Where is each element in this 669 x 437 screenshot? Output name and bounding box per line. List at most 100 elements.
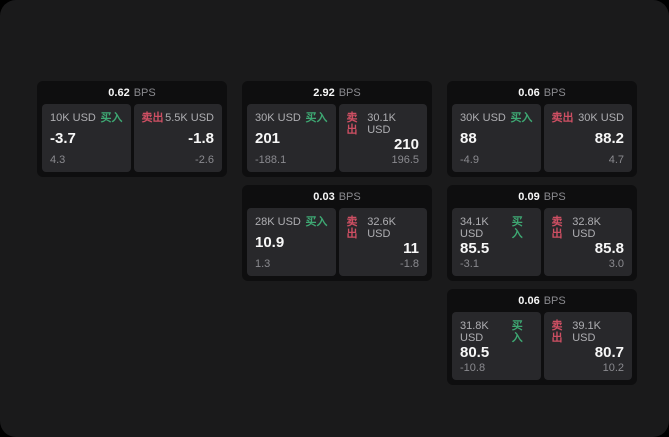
sell-notional: 32.6K USD xyxy=(367,216,396,240)
buy-price: 88 xyxy=(460,130,477,147)
sell-panel-top: 卖出 32.6K USD xyxy=(347,216,420,240)
quote-panels: 30K USD 买入 201 -188.1 卖出 30.1K USD 210 1… xyxy=(247,104,427,172)
quote-panels: 28K USD 买入 10.9 1.3 卖出 32.6K USD 11 -1.8 xyxy=(247,208,427,276)
buy-side-label: 买入 xyxy=(305,112,328,124)
buy-secondary-value: 1.3 xyxy=(255,258,271,270)
buy-quote-panel[interactable]: 30K USD 买入 201 -188.1 xyxy=(247,104,336,172)
quotes-grid: 0.62 BPS 10K USD 买入 -3.7 4.3 卖出 5.5K USD… xyxy=(37,81,637,385)
sell-notional: 5.5K USD xyxy=(165,112,214,124)
buy-quote-panel[interactable]: 28K USD 买入 10.9 1.3 xyxy=(247,208,336,276)
sell-price: 80.7 xyxy=(594,344,624,361)
buy-price: 80.5 xyxy=(460,344,490,361)
buy-notional: 31.8K USD xyxy=(460,320,489,344)
buy-secondary-value: -188.1 xyxy=(255,154,287,166)
card-header: 0.06 BPS xyxy=(452,81,632,104)
sell-quote-panel[interactable]: 卖出 39.1K USD 80.7 10.2 xyxy=(543,312,632,380)
sell-quote-panel[interactable]: 卖出 5.5K USD -1.8 -2.6 xyxy=(133,104,222,172)
buy-panel-top: 10K USD 买入 xyxy=(50,112,123,124)
quote-card: 0.03 BPS 28K USD 买入 10.9 1.3 卖出 32.6K US… xyxy=(242,185,432,281)
sell-notional: 30.1K USD xyxy=(367,112,396,136)
buy-notional: 28K USD xyxy=(255,216,301,228)
buy-side-label: 买入 xyxy=(511,216,523,240)
card-header: 0.03 BPS xyxy=(247,185,427,208)
bps-spread-value: 2.92 xyxy=(313,86,335,99)
card-header: 2.92 BPS xyxy=(247,81,427,104)
buy-panel-top: 34.1K USD 买入 xyxy=(460,216,533,240)
sell-quote-panel[interactable]: 卖出 32.8K USD 85.8 3.0 xyxy=(543,208,632,276)
quote-panels: 34.1K USD 买入 85.5 -3.1 卖出 32.8K USD 85.8… xyxy=(452,208,632,276)
sell-secondary-value: 10.2 xyxy=(602,362,624,374)
sell-notional: 39.1K USD xyxy=(572,320,601,344)
card-header: 0.62 BPS xyxy=(42,81,222,104)
buy-secondary-value: -10.8 xyxy=(460,362,486,374)
buy-panel-top: 31.8K USD 买入 xyxy=(460,320,533,344)
buy-side-label: 买入 xyxy=(305,216,328,228)
buy-secondary-value: 4.3 xyxy=(50,154,66,166)
bps-spread-value: 0.62 xyxy=(108,86,130,99)
bps-spread-value: 0.03 xyxy=(313,190,335,203)
sell-side-label: 卖出 xyxy=(551,112,574,124)
quote-panels: 10K USD 买入 -3.7 4.3 卖出 5.5K USD -1.8 -2.… xyxy=(42,104,222,172)
sell-secondary-value: 3.0 xyxy=(608,258,624,270)
buy-panel-top: 30K USD 买入 xyxy=(255,112,328,124)
buy-notional: 30K USD xyxy=(460,112,506,124)
quote-card: 2.92 BPS 30K USD 买入 201 -188.1 卖出 30.1K … xyxy=(242,81,432,177)
quote-card: 0.06 BPS 31.8K USD 买入 80.5 -10.8 卖出 39.1… xyxy=(447,289,637,385)
quote-card: 0.09 BPS 34.1K USD 买入 85.5 -3.1 卖出 32.8K… xyxy=(447,185,637,281)
buy-notional: 34.1K USD xyxy=(460,216,489,240)
buy-quote-panel[interactable]: 10K USD 买入 -3.7 4.3 xyxy=(42,104,131,172)
buy-quote-panel[interactable]: 30K USD 买入 88 -4.9 xyxy=(452,104,541,172)
buy-quote-panel[interactable]: 34.1K USD 买入 85.5 -3.1 xyxy=(452,208,541,276)
buy-notional: 10K USD xyxy=(50,112,96,124)
buy-price: 201 xyxy=(255,130,281,147)
sell-side-label: 卖出 xyxy=(346,216,358,240)
sell-quote-panel[interactable]: 卖出 32.6K USD 11 -1.8 xyxy=(338,208,427,276)
bps-spread-value: 0.06 xyxy=(518,294,540,307)
sell-price: -1.8 xyxy=(188,130,214,147)
sell-secondary-value: -1.8 xyxy=(400,258,419,270)
bps-unit-label: BPS xyxy=(543,190,566,203)
bps-unit-label: BPS xyxy=(133,86,156,99)
sell-price: 210 xyxy=(393,136,419,153)
bps-unit-label: BPS xyxy=(543,294,566,307)
sell-side-label: 卖出 xyxy=(551,320,563,344)
bps-unit-label: BPS xyxy=(338,190,361,203)
quote-panels: 31.8K USD 买入 80.5 -10.8 卖出 39.1K USD 80.… xyxy=(452,312,632,380)
buy-side-label: 买入 xyxy=(511,320,523,344)
sell-secondary-value: 196.5 xyxy=(391,154,419,166)
sell-quote-panel[interactable]: 卖出 30.1K USD 210 196.5 xyxy=(338,104,427,172)
buy-price: 85.5 xyxy=(460,240,490,257)
bps-spread-value: 0.06 xyxy=(518,86,540,99)
sell-notional: 32.8K USD xyxy=(572,216,601,240)
sell-panel-top: 卖出 5.5K USD xyxy=(142,112,215,124)
buy-notional: 30K USD xyxy=(255,112,301,124)
sell-side-label: 卖出 xyxy=(551,216,563,240)
card-header: 0.06 BPS xyxy=(452,289,632,312)
sell-quote-panel[interactable]: 卖出 30K USD 88.2 4.7 xyxy=(543,104,632,172)
sell-panel-top: 卖出 30K USD xyxy=(552,112,625,124)
buy-panel-top: 30K USD 买入 xyxy=(460,112,533,124)
sell-panel-top: 卖出 32.8K USD xyxy=(552,216,625,240)
sell-secondary-value: -2.6 xyxy=(195,154,214,166)
sell-secondary-value: 4.7 xyxy=(608,154,624,166)
buy-secondary-value: -3.1 xyxy=(460,258,479,270)
sell-price: 88.2 xyxy=(594,130,624,147)
sell-side-label: 卖出 xyxy=(346,112,358,136)
buy-panel-top: 28K USD 买入 xyxy=(255,216,328,228)
buy-side-label: 买入 xyxy=(100,112,123,124)
sell-side-label: 卖出 xyxy=(141,112,164,124)
sell-panel-top: 卖出 30.1K USD xyxy=(347,112,420,136)
buy-secondary-value: -4.9 xyxy=(460,154,479,166)
bps-unit-label: BPS xyxy=(338,86,361,99)
buy-quote-panel[interactable]: 31.8K USD 买入 80.5 -10.8 xyxy=(452,312,541,380)
sell-price: 11 xyxy=(403,240,419,257)
quote-card: 0.62 BPS 10K USD 买入 -3.7 4.3 卖出 5.5K USD… xyxy=(37,81,227,177)
sell-notional: 30K USD xyxy=(578,112,624,124)
bps-unit-label: BPS xyxy=(543,86,566,99)
sell-price: 85.8 xyxy=(594,240,624,257)
quote-panels: 30K USD 买入 88 -4.9 卖出 30K USD 88.2 4.7 xyxy=(452,104,632,172)
buy-price: 10.9 xyxy=(255,234,285,251)
buy-price: -3.7 xyxy=(50,130,76,147)
bps-spread-value: 0.09 xyxy=(518,190,540,203)
